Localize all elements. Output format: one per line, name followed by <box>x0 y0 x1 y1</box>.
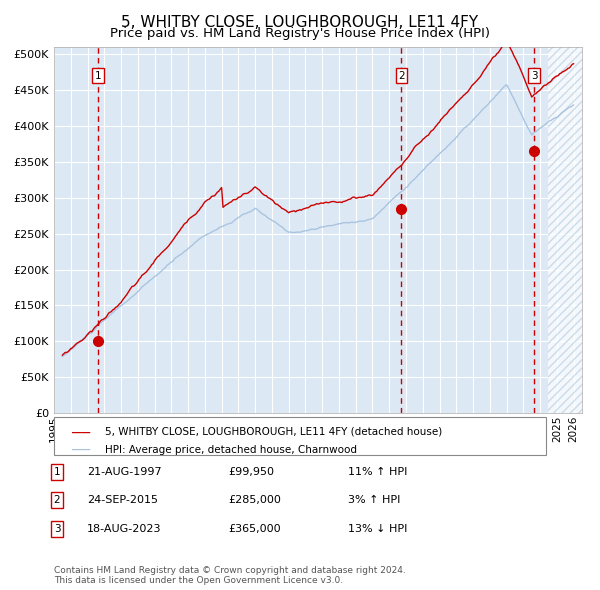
Text: 3: 3 <box>531 71 538 81</box>
Text: HPI: Average price, detached house, Charnwood: HPI: Average price, detached house, Char… <box>105 445 357 454</box>
Text: 5, WHITBY CLOSE, LOUGHBOROUGH, LE11 4FY (detached house): 5, WHITBY CLOSE, LOUGHBOROUGH, LE11 4FY … <box>105 427 442 437</box>
Text: 11% ↑ HPI: 11% ↑ HPI <box>348 467 407 477</box>
Text: 24-SEP-2015: 24-SEP-2015 <box>87 496 158 505</box>
Text: 18-AUG-2023: 18-AUG-2023 <box>87 524 161 533</box>
Text: ——: —— <box>72 424 90 440</box>
Text: ——: —— <box>72 424 90 440</box>
Text: HPI: Average price, detached house, Charnwood: HPI: Average price, detached house, Char… <box>105 445 357 454</box>
Text: 5, WHITBY CLOSE, LOUGHBOROUGH, LE11 4FY (detached house): 5, WHITBY CLOSE, LOUGHBOROUGH, LE11 4FY … <box>105 427 442 437</box>
Text: 3% ↑ HPI: 3% ↑ HPI <box>348 496 400 505</box>
Text: 5, WHITBY CLOSE, LOUGHBOROUGH, LE11 4FY: 5, WHITBY CLOSE, LOUGHBOROUGH, LE11 4FY <box>121 15 479 30</box>
Text: £365,000: £365,000 <box>228 524 281 533</box>
Text: 21-AUG-1997: 21-AUG-1997 <box>87 467 161 477</box>
Text: ——: —— <box>72 442 90 457</box>
Text: 3: 3 <box>53 524 61 533</box>
Text: £285,000: £285,000 <box>228 496 281 505</box>
Text: £99,950: £99,950 <box>228 467 274 477</box>
Text: Price paid vs. HM Land Registry's House Price Index (HPI): Price paid vs. HM Land Registry's House … <box>110 27 490 40</box>
Text: 1: 1 <box>95 71 101 81</box>
Text: 2: 2 <box>53 496 61 505</box>
Text: 13% ↓ HPI: 13% ↓ HPI <box>348 524 407 533</box>
Text: Contains HM Land Registry data © Crown copyright and database right 2024.
This d: Contains HM Land Registry data © Crown c… <box>54 566 406 585</box>
Text: 1: 1 <box>53 467 61 477</box>
Text: ——: —— <box>72 442 90 457</box>
Text: 2: 2 <box>398 71 405 81</box>
Bar <box>548 47 590 413</box>
